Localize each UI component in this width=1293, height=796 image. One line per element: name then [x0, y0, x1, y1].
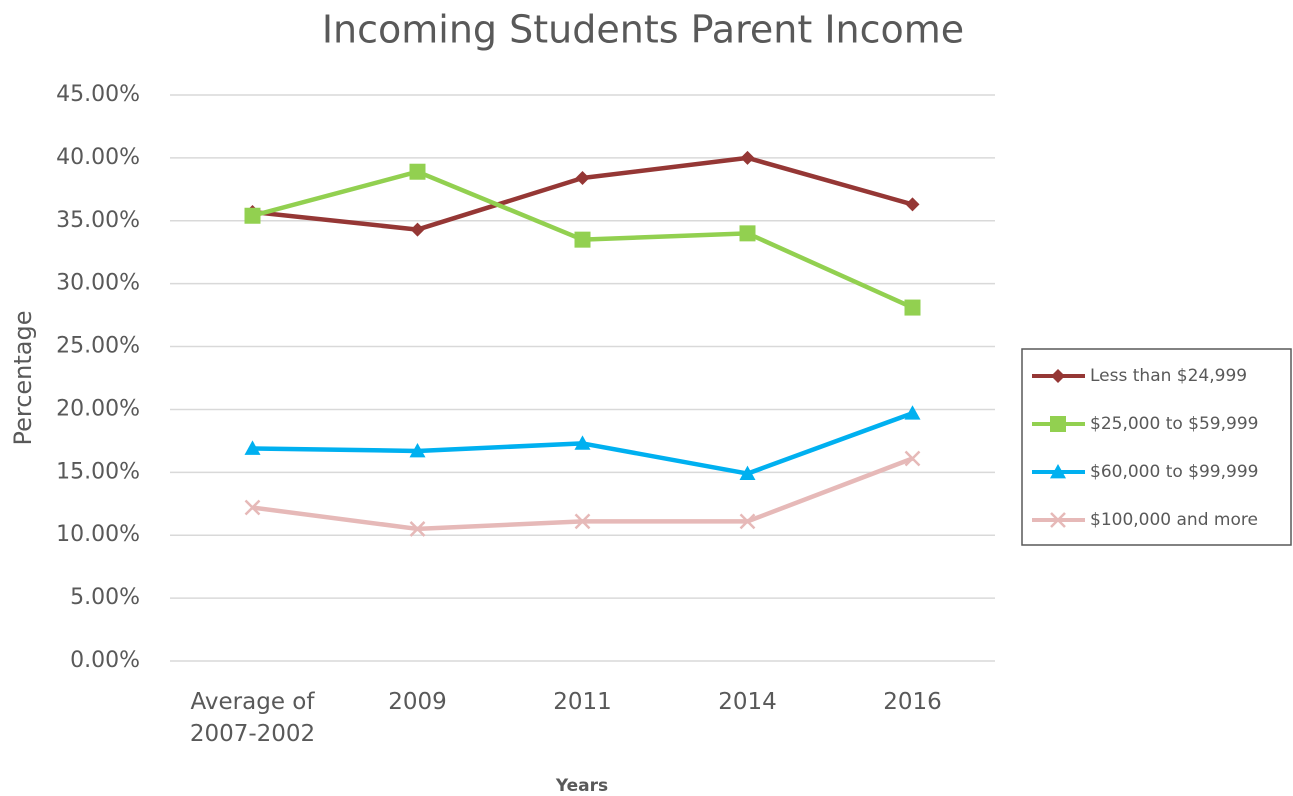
legend-box: [1021, 348, 1292, 546]
marker: [409, 521, 426, 537]
legend-label: $100,000 and more: [1090, 510, 1258, 530]
legend-marker: [1051, 369, 1065, 383]
marker: [739, 513, 756, 530]
y-tick-label: 30.00%: [56, 271, 140, 296]
y-tick-label: 5.00%: [70, 585, 140, 610]
x-axis-label: Years: [555, 776, 608, 796]
y-tick-label: 0.00%: [70, 648, 140, 673]
legend-label: Less than $24,999: [1090, 366, 1247, 386]
legend-marker: [1050, 464, 1066, 479]
y-tick-label: 35.00%: [56, 208, 140, 233]
marker: [904, 405, 921, 420]
y-tick-label: 15.00%: [56, 459, 140, 484]
marker: [574, 435, 591, 450]
x-tick-label: 2016: [883, 689, 942, 715]
legend-marker: [1050, 512, 1066, 528]
marker: [574, 231, 591, 248]
y-tick-label: 40.00%: [56, 145, 140, 170]
series-line: [252, 155, 914, 232]
marker: [739, 465, 756, 480]
marker: [244, 440, 261, 455]
x-tick-label: 2011: [553, 689, 612, 715]
x-tick-label: Average of 2007-2002: [189, 689, 316, 747]
legend-label: $25,000 to $59,999: [1090, 414, 1258, 434]
y-tick-label: 45.00%: [56, 82, 140, 107]
marker: [904, 299, 921, 316]
marker: [410, 222, 425, 237]
marker: [904, 450, 921, 467]
marker: [409, 163, 426, 180]
legend-label: $60,000 to $99,999: [1090, 462, 1258, 482]
x-tick-label: 2009: [388, 689, 447, 715]
marker: [575, 171, 590, 186]
marker: [740, 150, 755, 165]
legend-marker: [1050, 416, 1066, 432]
marker: [905, 197, 920, 212]
y-tick-label: 25.00%: [56, 334, 140, 359]
marker: [409, 442, 426, 458]
y-tick-label: 20.00%: [56, 396, 140, 421]
series-line: [252, 456, 914, 532]
marker: [244, 207, 261, 224]
marker: [739, 225, 756, 242]
y-axis-label: Percentage: [9, 310, 37, 445]
x-tick-label: 2014: [718, 689, 777, 715]
marker: [574, 513, 591, 530]
chart-title: Incoming Students Parent Income: [322, 8, 964, 52]
y-tick-label: 10.00%: [56, 522, 140, 547]
marker: [244, 499, 261, 516]
